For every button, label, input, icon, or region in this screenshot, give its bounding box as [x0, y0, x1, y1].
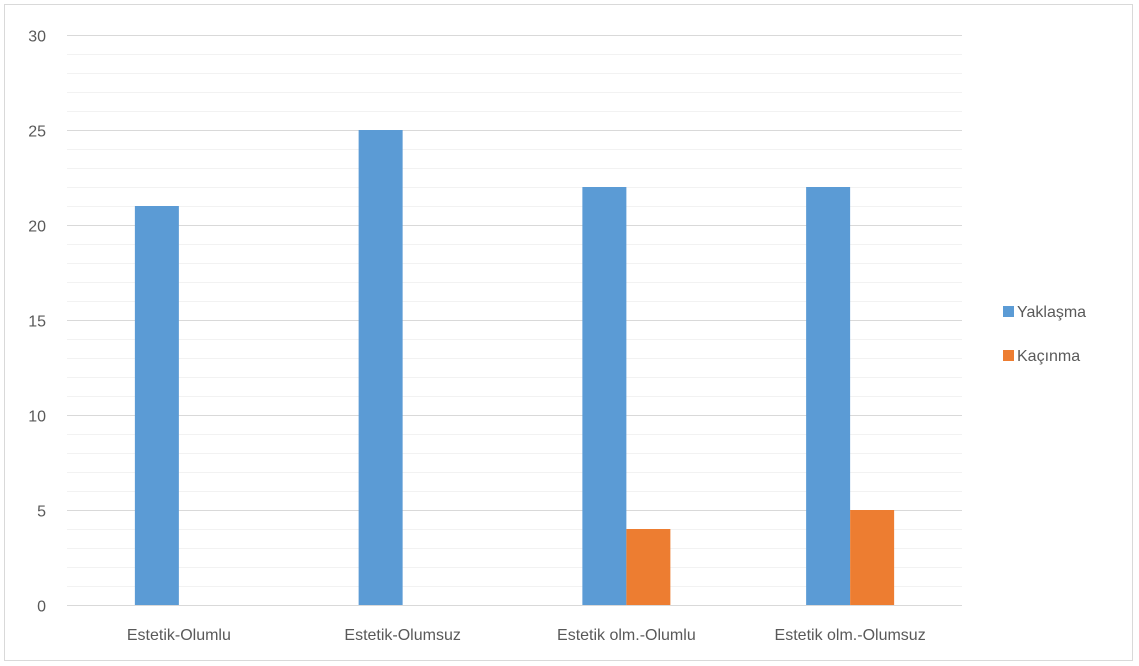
y-tick-label: 20 — [28, 219, 46, 236]
bar-series-2 — [626, 529, 671, 605]
bar-series-1 — [134, 206, 179, 605]
y-tick-label: 5 — [37, 504, 46, 521]
x-tick-label: Estetik olm.-Olumlu — [557, 627, 696, 644]
bar-series-1 — [806, 187, 851, 605]
y-tick-label: 25 — [28, 124, 46, 141]
legend: Yaklaşma Kaçınma — [1003, 304, 1086, 365]
bar-series-1 — [358, 130, 403, 605]
legend-label: Kaçınma — [1017, 348, 1080, 365]
y-tick-label: 30 — [28, 29, 46, 46]
bar-series-1 — [582, 187, 627, 605]
bars — [134, 130, 895, 605]
y-tick-label: 0 — [37, 599, 46, 616]
legend-label: Yaklaşma — [1017, 304, 1086, 321]
x-tick-label: Estetik-Olumlu — [127, 627, 231, 644]
x-axis-tick-labels: Estetik-Olumlu Estetik-Olumsuz Estetik olm… — [127, 627, 926, 644]
x-tick-label: Estetik olm.-Olumsuz — [775, 627, 926, 644]
x-tick-label: Estetik-Olumsuz — [344, 627, 460, 644]
y-axis-tick-labels: 0 5 10 15 20 25 30 — [28, 29, 46, 616]
y-tick-label: 10 — [28, 409, 46, 426]
chart-frame — [4, 4, 1133, 661]
bar-series-2 — [850, 510, 895, 605]
legend-swatch — [1003, 350, 1014, 361]
legend-swatch — [1003, 306, 1014, 317]
y-tick-label: 15 — [28, 314, 46, 331]
